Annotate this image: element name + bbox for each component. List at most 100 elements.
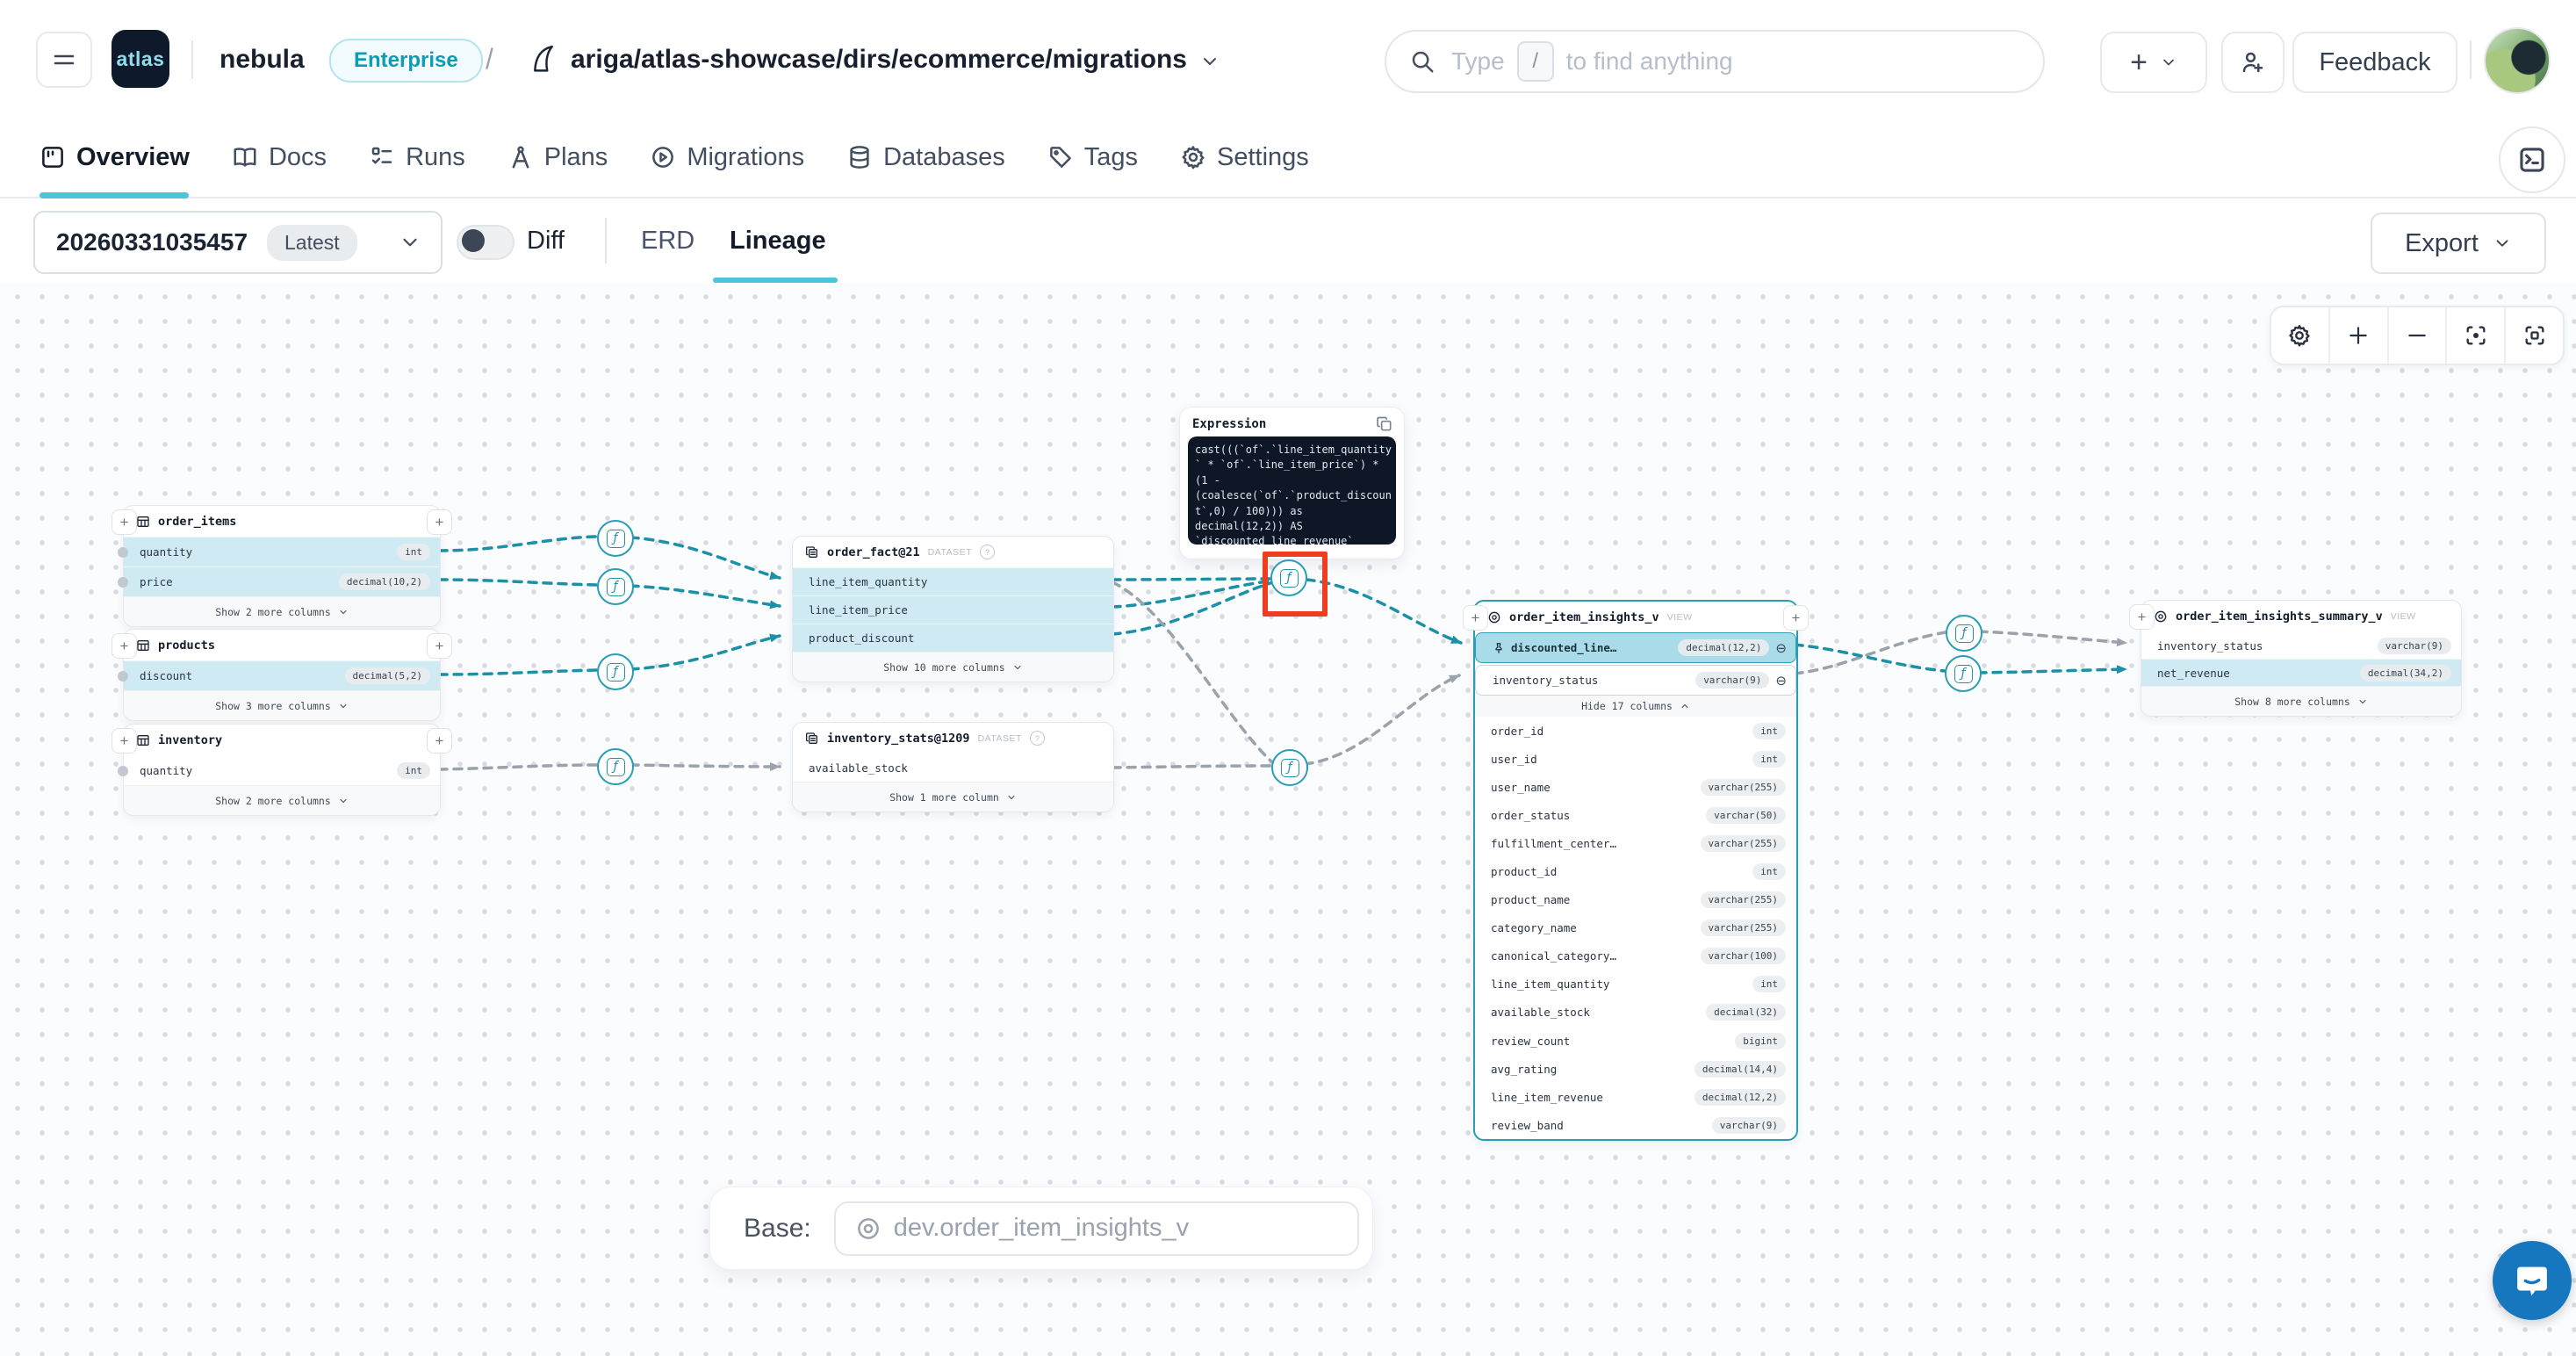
node-products[interactable]: + + products discount decimal(5,2) Show … [112, 629, 452, 721]
add-handle[interactable]: + [427, 728, 452, 754]
menu-icon[interactable] [36, 32, 92, 88]
add-handle[interactable]: + [1783, 605, 1809, 631]
avatar[interactable] [2484, 27, 2551, 94]
add-handle[interactable]: + [112, 509, 137, 535]
column-row[interactable]: user_name varchar(255) [1475, 773, 1796, 801]
node-header[interactable]: order_item_insights_summary_v VIEW [2141, 601, 2461, 631]
column-row[interactable]: discount decimal(5,2) [118, 660, 440, 690]
fn-node[interactable]: ƒ [1946, 615, 1982, 652]
show-more-columns[interactable]: Show 8 more columns [2141, 686, 2461, 716]
lineage-canvas[interactable]: Expression cast(((`of`.`line_item_quanti… [0, 283, 2576, 1356]
fn-node[interactable]: ƒ [597, 568, 634, 605]
show-more-columns[interactable]: Show 2 more columns [124, 596, 440, 626]
base-input[interactable]: dev.order_item_insights_v [833, 1201, 1359, 1256]
hide-columns[interactable]: Hide 17 columns [1475, 696, 1796, 717]
column-row[interactable]: net_revenue decimal(34,2) [2141, 659, 2461, 686]
project-name[interactable]: nebula [219, 45, 305, 74]
fn-node[interactable]: ƒ [1271, 749, 1308, 786]
column-row[interactable]: price decimal(10,2) [118, 566, 440, 596]
column-row[interactable]: available_stock [793, 754, 1113, 782]
zoom-in-button[interactable] [2330, 307, 2389, 364]
node-inventory[interactable]: + + inventory quantity int Show 2 more c… [112, 724, 452, 816]
column-row[interactable]: order_status varchar(50) [1475, 801, 1796, 829]
chat-launcher[interactable] [2493, 1241, 2572, 1320]
tab-erd[interactable]: ERD [641, 227, 695, 255]
node-order-fact[interactable]: order_fact@21 DATASET ? line_item_quanti… [792, 536, 1114, 682]
tab-runs[interactable]: Runs [369, 143, 465, 172]
column-row[interactable]: inventory_status varchar(9) [2141, 631, 2461, 659]
node-header[interactable]: inventory [124, 725, 440, 755]
show-more-columns[interactable]: Show 3 more columns [124, 690, 440, 720]
minus-circle-icon[interactable]: ⊖ [1775, 672, 1787, 689]
fn-node-selected[interactable]: ƒ [1270, 559, 1307, 596]
show-more-columns[interactable]: Show 1 more column [793, 782, 1113, 811]
fit-view-button[interactable] [2506, 307, 2563, 364]
column-row[interactable]: review_band varchar(9) [1475, 1111, 1796, 1139]
terminal-icon[interactable] [2499, 126, 2565, 193]
canvas-settings-button[interactable] [2271, 307, 2330, 364]
column-row[interactable]: user_id int [1475, 745, 1796, 773]
breadcrumb[interactable]: ariga/atlas-showcase/dirs/ecommerce/migr… [571, 45, 1220, 75]
add-handle[interactable]: + [1463, 605, 1488, 631]
column-row[interactable]: review_count bigint [1475, 1027, 1796, 1055]
add-handle[interactable]: + [427, 509, 452, 535]
column-row[interactable]: product_discount [793, 624, 1113, 652]
column-row[interactable]: available_stock decimal(32) [1475, 999, 1796, 1027]
tab-tags[interactable]: Tags [1047, 143, 1138, 172]
feedback-button[interactable]: Feedback [2292, 32, 2457, 93]
column-row[interactable]: quantity int [118, 755, 440, 785]
fn-node[interactable]: ƒ [597, 653, 634, 690]
diff-toggle[interactable] [457, 225, 514, 260]
node-order-item-insights-v[interactable]: + + order_item_insights_v VIEW discounte… [1463, 600, 1809, 1142]
pinned-column-row[interactable]: discounted_line… decimal(12,2) ⊖ [1475, 632, 1796, 663]
column-row[interactable]: line_item_quantity [793, 567, 1113, 595]
add-handle[interactable]: + [427, 633, 452, 659]
fn-node[interactable]: ƒ [597, 520, 634, 557]
atlas-logo[interactable]: atlas [112, 30, 169, 88]
column-row[interactable]: product_name varchar(255) [1475, 886, 1796, 914]
column-row[interactable]: category_name varchar(255) [1475, 914, 1796, 942]
export-button[interactable]: Export [2371, 213, 2546, 274]
node-header[interactable]: inventory_stats@1209 DATASET ? [793, 723, 1113, 754]
tab-migrations[interactable]: Migrations [650, 143, 804, 172]
node-header[interactable]: order_items [124, 506, 440, 537]
selected-column-row[interactable]: inventory_status varchar(9) ⊖ [1475, 665, 1796, 696]
node-header[interactable]: order_item_insights_v VIEW [1475, 602, 1796, 632]
node-inventory-stats[interactable]: inventory_stats@1209 DATASET ? available… [792, 722, 1114, 812]
fn-node[interactable]: ƒ [1945, 655, 1982, 692]
add-handle[interactable]: + [2129, 604, 2155, 630]
add-handle[interactable]: + [112, 728, 137, 754]
column-row[interactable]: line_item_revenue decimal(12,2) [1475, 1083, 1796, 1111]
help-icon[interactable]: ? [980, 545, 996, 559]
node-header[interactable]: order_fact@21 DATASET ? [793, 537, 1113, 567]
node-header[interactable]: products [124, 630, 440, 660]
tab-databases[interactable]: Databases [846, 143, 1005, 172]
column-row[interactable]: product_id int [1475, 857, 1796, 885]
column-row[interactable]: order_id int [1475, 717, 1796, 745]
tab-lineage[interactable]: Lineage [730, 227, 826, 255]
column-row[interactable]: fulfillment_center… varchar(255) [1475, 829, 1796, 857]
search-input[interactable]: Type / to find anything [1385, 30, 2045, 93]
tab-settings[interactable]: Settings [1180, 143, 1309, 172]
tab-docs[interactable]: Docs [232, 143, 327, 172]
zoom-out-button[interactable] [2389, 307, 2448, 364]
add-handle[interactable]: + [112, 633, 137, 659]
show-more-columns[interactable]: Show 2 more columns [124, 785, 440, 815]
help-icon[interactable]: ? [1029, 731, 1045, 746]
tab-overview[interactable]: Overview [40, 143, 190, 172]
create-button[interactable]: + [2100, 32, 2207, 93]
node-order-item-insights-summary-v[interactable]: + order_item_insights_summary_v VIEW inv… [2129, 600, 2462, 717]
column-row[interactable]: avg_rating decimal(14,4) [1475, 1055, 1796, 1083]
node-order-items[interactable]: + + order_items quantity int price decim… [112, 505, 452, 627]
column-row[interactable]: quantity int [118, 537, 440, 566]
minus-circle-icon[interactable]: ⊖ [1775, 639, 1787, 656]
column-row[interactable]: canonical_category… varchar(100) [1475, 942, 1796, 970]
copy-icon[interactable] [1376, 415, 1393, 433]
invite-user-button[interactable] [2221, 32, 2285, 93]
fn-node[interactable]: ƒ [597, 748, 634, 785]
show-more-columns[interactable]: Show 10 more columns [793, 652, 1113, 682]
version-select[interactable]: 20260331035457 Latest [33, 211, 443, 274]
column-row[interactable]: line_item_quantity int [1475, 970, 1796, 999]
tab-plans[interactable]: Plans [507, 143, 608, 172]
column-row[interactable]: line_item_price [793, 595, 1113, 624]
